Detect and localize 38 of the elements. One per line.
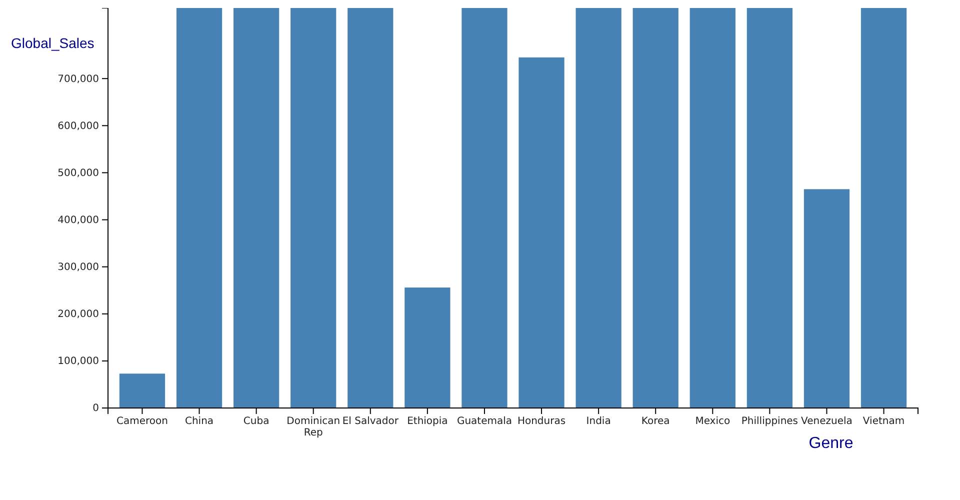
y-tick-label: 400,000 (58, 214, 99, 226)
y-tick-label: 100,000 (58, 356, 99, 368)
x-tick-label: Ethiopia (407, 416, 448, 428)
bar (746, 8, 793, 408)
x-tick-label: Honduras (517, 416, 566, 428)
bar (632, 8, 678, 408)
bar (176, 8, 222, 408)
bar (518, 57, 564, 408)
x-tick-label: Korea (641, 416, 670, 428)
bar (404, 288, 450, 408)
y-axis-title: Global_Sales (11, 35, 94, 51)
x-tick-label: Venezuela (801, 416, 852, 428)
x-tick-label: Cuba (243, 416, 270, 428)
bar (462, 8, 508, 408)
bar (576, 8, 622, 408)
x-tick-label: El Salvador (342, 416, 400, 428)
bar (119, 374, 166, 408)
x-tick-label: Vietnam (862, 416, 905, 428)
y-tick-label: 700,000 (58, 74, 99, 85)
x-axis-title: Genre (808, 435, 854, 452)
bar (348, 8, 394, 408)
y-tick-label: 0 (92, 403, 99, 414)
bar (690, 8, 736, 408)
y-tick-label: 600,000 (58, 120, 99, 132)
bar (233, 8, 280, 408)
bar (290, 8, 336, 408)
y-tick-label: 500,000 (58, 168, 99, 179)
x-tick-label: China (184, 416, 214, 428)
x-tick-label: Guatemala (456, 416, 512, 428)
x-tick-label: Cameroon (116, 416, 168, 428)
y-tick-label: 200,000 (58, 309, 99, 320)
bar (804, 189, 850, 408)
x-tick-label: Dominican Rep (286, 416, 340, 439)
x-tick-label: India (586, 416, 611, 428)
y-tick-label: 300,000 (58, 262, 99, 274)
x-tick-label: Mexico (695, 416, 730, 428)
bar (860, 8, 907, 408)
x-tick-label: Phillippines (741, 416, 798, 428)
